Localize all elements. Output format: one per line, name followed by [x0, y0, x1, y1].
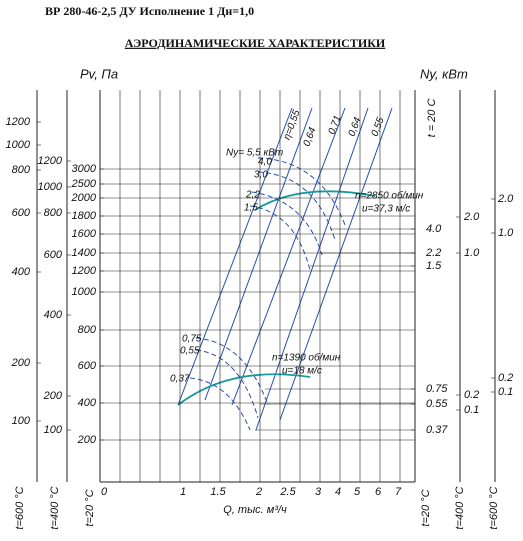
tick-label: 1400: [72, 247, 97, 259]
tick-label: 400: [12, 266, 31, 278]
tick-label: 800: [44, 207, 63, 219]
power-label: 0,75: [182, 334, 202, 345]
x-tick-label: 3: [315, 486, 322, 498]
x-tick-label: 1: [180, 486, 186, 498]
x-tick-label: 2.5: [279, 486, 296, 498]
tick-label: 800: [78, 324, 97, 336]
x-tick-label: 1.5: [210, 486, 226, 498]
frame: [36, 90, 496, 483]
power-label: 0,55: [180, 346, 200, 357]
tick-label: 1200: [38, 155, 63, 167]
tick-label: 1.0: [464, 247, 480, 259]
tick-label: 600: [12, 207, 31, 219]
tick-label: 200: [11, 357, 31, 369]
tick-label: 0.55: [426, 398, 448, 410]
tick-label: 1200: [72, 265, 97, 277]
tick-label: 1000: [38, 181, 63, 193]
tick-label: 0.2: [498, 372, 513, 384]
pressure-axis-label: Pv, Па: [80, 66, 118, 81]
scale-label: t=600 °С: [488, 486, 500, 529]
tick-label: 1200: [6, 116, 31, 128]
tick-label: 200: [43, 390, 63, 402]
tick-label: 3000: [72, 163, 97, 175]
tick-label: 1000: [72, 286, 97, 298]
tick-label: 1600: [72, 228, 97, 240]
power-label: 2,2: [245, 190, 260, 201]
power-axis-label: Ny, кВт: [420, 66, 468, 81]
x-tick-label: 4: [335, 486, 341, 498]
tick-label: 800: [12, 164, 31, 176]
power-label: 1,5: [244, 203, 258, 214]
scale-label: t=20 °С: [84, 489, 96, 526]
x-tick-label: 0: [101, 486, 108, 498]
tick-label: 400: [44, 309, 63, 321]
tick-label: 600: [78, 360, 97, 372]
tick-label: 200: [77, 434, 97, 446]
chart-title: АЭРОДИНАМИЧЕСКИЕ ХАРАКТЕРИСТИКИ: [125, 36, 386, 50]
tick-label: 1.0: [498, 227, 514, 239]
tick-label: 4.0: [426, 223, 442, 235]
tick-label: 1.5: [426, 260, 442, 272]
power-label: 4,0: [258, 157, 272, 168]
flow-axis-label: Q, тыс. м³/ч: [223, 504, 287, 516]
x-tick-label: 6: [375, 486, 382, 498]
x-tick-label: 2: [255, 486, 262, 498]
tick-label: 1000: [6, 139, 31, 151]
tick-label: 0.1: [498, 386, 513, 398]
tick-label: 0.75: [426, 383, 448, 395]
velocity-label: u=37,3 м/с: [362, 204, 410, 215]
scale-label: t=400 °С: [454, 486, 466, 529]
curves: [177, 107, 415, 431]
power-label: 0,37: [170, 374, 190, 385]
tick-label: 400: [78, 397, 97, 409]
speed-label: n=2850 об/мин: [355, 190, 424, 202]
tick-label: 100: [12, 415, 31, 427]
x-tick-label: 5: [354, 486, 361, 498]
tick-label: 0.1: [464, 404, 479, 416]
temp-label: t = 20 C: [426, 99, 438, 138]
tick-label: 600: [44, 249, 63, 261]
tick-label: 1800: [72, 210, 97, 222]
efficiency-label: η=0,55: [282, 108, 303, 141]
tick-label: 100: [44, 424, 63, 436]
tick-label: 2000: [71, 192, 97, 204]
scale-label: t=20 °С: [420, 489, 432, 526]
tick-label: 0.37: [426, 424, 448, 436]
power-label: 3,0: [254, 170, 268, 181]
efficiency-label: 0,71: [327, 114, 344, 136]
tick-label: 2.2: [425, 247, 441, 259]
scale-label: t=600 °С: [14, 486, 26, 529]
speed-label: n=1390 об/мин: [272, 352, 341, 364]
x-tick-label: 7: [395, 486, 402, 498]
efficiency-label: 0,55: [370, 116, 387, 138]
header: ВР 280-46-2,5 ДУ Исполнение 1 Дн=1,0: [45, 4, 254, 18]
tick-label: 0.2: [464, 389, 479, 401]
power-label: Ny= 5,5 кВт: [226, 148, 283, 159]
tick-label: 2.0: [463, 211, 480, 223]
scale-label: t=400 °С: [49, 486, 61, 529]
tick-label: 2500: [71, 178, 97, 190]
velocity-label: u=18 м/с: [282, 366, 322, 377]
tick-label: 2.0: [497, 193, 514, 205]
